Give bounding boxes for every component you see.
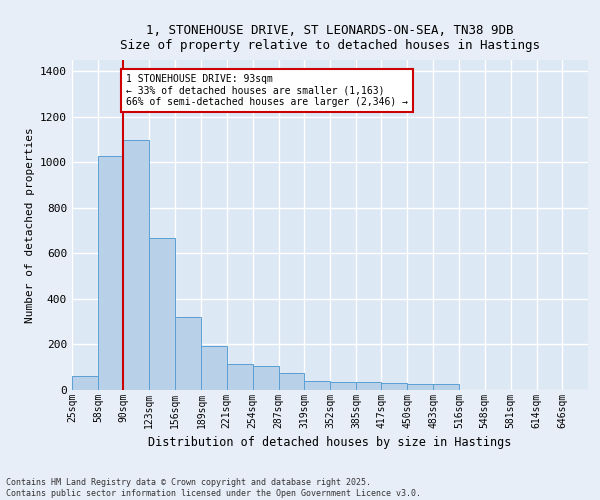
Bar xyxy=(175,317,202,390)
Bar xyxy=(356,382,381,390)
Bar xyxy=(304,382,330,390)
Bar xyxy=(381,383,407,390)
Bar xyxy=(279,373,304,390)
Text: Contains HM Land Registry data © Crown copyright and database right 2025.
Contai: Contains HM Land Registry data © Crown c… xyxy=(6,478,421,498)
Bar xyxy=(330,382,356,390)
Bar xyxy=(72,376,98,390)
X-axis label: Distribution of detached houses by size in Hastings: Distribution of detached houses by size … xyxy=(148,436,512,450)
Bar xyxy=(433,384,460,390)
Bar xyxy=(227,364,253,390)
Bar xyxy=(253,366,279,390)
Bar xyxy=(123,140,149,390)
Title: 1, STONEHOUSE DRIVE, ST LEONARDS-ON-SEA, TN38 9DB
Size of property relative to d: 1, STONEHOUSE DRIVE, ST LEONARDS-ON-SEA,… xyxy=(120,24,540,52)
Bar xyxy=(202,346,227,390)
Text: 1 STONEHOUSE DRIVE: 93sqm
← 33% of detached houses are smaller (1,163)
66% of se: 1 STONEHOUSE DRIVE: 93sqm ← 33% of detac… xyxy=(125,74,407,107)
Bar xyxy=(98,156,123,390)
Bar xyxy=(407,384,433,390)
Y-axis label: Number of detached properties: Number of detached properties xyxy=(25,127,35,323)
Bar xyxy=(149,238,175,390)
